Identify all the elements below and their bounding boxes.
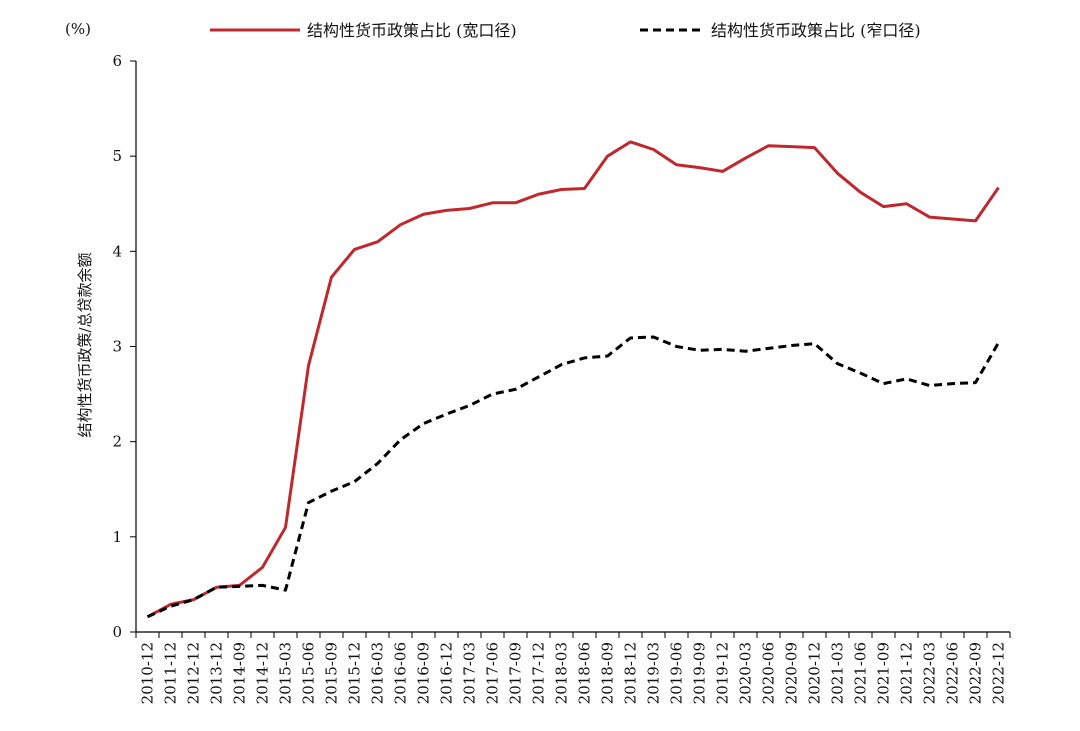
- x-tick-label: 2016-03: [369, 642, 387, 704]
- axes: 0 1 2 3 4 5 6 2010-12 2011-12 2012-12 2013-12 2014-…: [112, 52, 1011, 704]
- x-tick-label: 2011-12: [162, 642, 180, 704]
- y-tick-label: 1: [112, 528, 122, 546]
- x-tick-label: 2017-06: [484, 642, 502, 704]
- x-tick-label: 2016-12: [438, 642, 456, 704]
- x-tick-label: 2015-09: [323, 642, 341, 704]
- legend: 结构性货币政策占比 (宽口径) 结构性货币政策占比 (窄口径): [210, 21, 921, 40]
- x-tick-label: 2012-12: [185, 642, 203, 704]
- x-tick-label: 2013-12: [208, 642, 226, 704]
- legend-label-broad: 结构性货币政策占比 (宽口径): [307, 21, 517, 40]
- x-tick-label: 2020-12: [806, 642, 824, 704]
- x-tick-label: 2019-09: [691, 642, 709, 704]
- x-tick-label: 2018-06: [576, 642, 594, 704]
- x-tick-label: 2015-03: [277, 642, 295, 704]
- x-tick-label: 2021-06: [852, 642, 870, 704]
- x-tick-label: 2018-03: [553, 642, 571, 704]
- series-layer: [146, 140, 1000, 619]
- x-tick-label: 2022-06: [944, 642, 962, 704]
- y-axis-title: 结构性货币政策/总贷款余额: [76, 252, 94, 437]
- x-tick-label: 2020-06: [760, 642, 778, 704]
- x-tick-label: 2022-03: [921, 642, 939, 704]
- x-tick-label: 2019-06: [668, 642, 686, 704]
- x-tick-label: 2016-09: [415, 642, 433, 704]
- x-tick-label: 2022-12: [990, 642, 1008, 704]
- x-tick-label: 2014-12: [254, 642, 272, 704]
- y-tick-label: 3: [112, 338, 122, 356]
- x-tick-label: 2019-03: [645, 642, 663, 704]
- series-line-narrow: [146, 335, 1000, 619]
- x-tick-label: 2019-12: [714, 642, 732, 704]
- x-tick-label: 2017-09: [507, 642, 525, 704]
- x-tick-label: 2017-12: [530, 642, 548, 704]
- y-tick-label: 4: [112, 242, 122, 260]
- x-tick-label: 2020-09: [783, 642, 801, 704]
- x-tick-label: 2021-12: [898, 642, 916, 704]
- y-tick-label: 0: [112, 623, 122, 641]
- y-axis-unit-label: (%): [65, 20, 91, 38]
- x-tick-label: 2010-12: [139, 642, 157, 704]
- x-tick-label: 2016-06: [392, 642, 410, 704]
- y-tick-label: 6: [112, 52, 122, 70]
- y-tick-label: 5: [112, 147, 122, 165]
- x-tick-label: 2022-09: [967, 642, 985, 704]
- x-tick-label: 2015-06: [300, 642, 318, 704]
- x-tick-label: 2018-12: [622, 642, 640, 704]
- x-tick-label: 2020-03: [737, 642, 755, 704]
- legend-label-narrow: 结构性货币政策占比 (窄口径): [711, 21, 921, 40]
- y-tick-label: 2: [112, 433, 122, 451]
- x-tick-label: 2021-09: [875, 642, 893, 704]
- x-tick-label: 2017-03: [461, 642, 479, 704]
- x-tick-label: 2021-03: [829, 642, 847, 704]
- x-tick-label: 2015-12: [346, 642, 364, 704]
- series-line-broad: [146, 140, 1000, 619]
- x-tick-label: 2018-09: [599, 642, 617, 704]
- x-tick-label: 2014-09: [231, 642, 249, 704]
